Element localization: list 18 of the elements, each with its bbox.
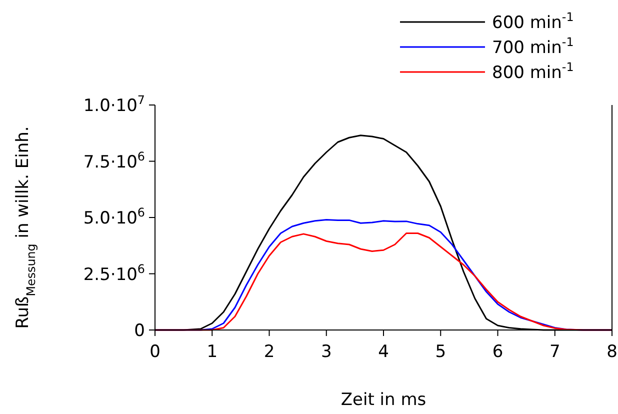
x-tick-label: 6: [492, 342, 504, 362]
x-tick-label: 5: [435, 342, 446, 362]
x-tick-label: 8: [606, 342, 618, 362]
y-tick-label: 5.0·10$^{6}$: [83, 206, 145, 228]
legend-label: 700 min$^{-1}$: [492, 35, 574, 58]
x-tick-label: 1: [206, 342, 218, 362]
legend-label: 600 min$^{-1}$: [492, 10, 574, 33]
legend-label: 800 min$^{-1}$: [492, 60, 574, 83]
x-tick-label: 2: [264, 342, 275, 362]
x-tick-label: 0: [150, 342, 160, 362]
y-tick-label: 0: [134, 321, 145, 341]
x-tick-label: 3: [320, 342, 332, 362]
y-tick-label: 7.5·10$^{6}$: [83, 149, 145, 172]
x-axis-title: Zeit in ms: [340, 390, 426, 410]
x-tick-label: 7: [549, 342, 560, 362]
y-tick-label: 2.5·10$^{6}$: [83, 262, 145, 285]
y-tick-label: 1.0·10$^{7}$: [83, 93, 145, 116]
x-tick-label: 4: [378, 342, 389, 362]
